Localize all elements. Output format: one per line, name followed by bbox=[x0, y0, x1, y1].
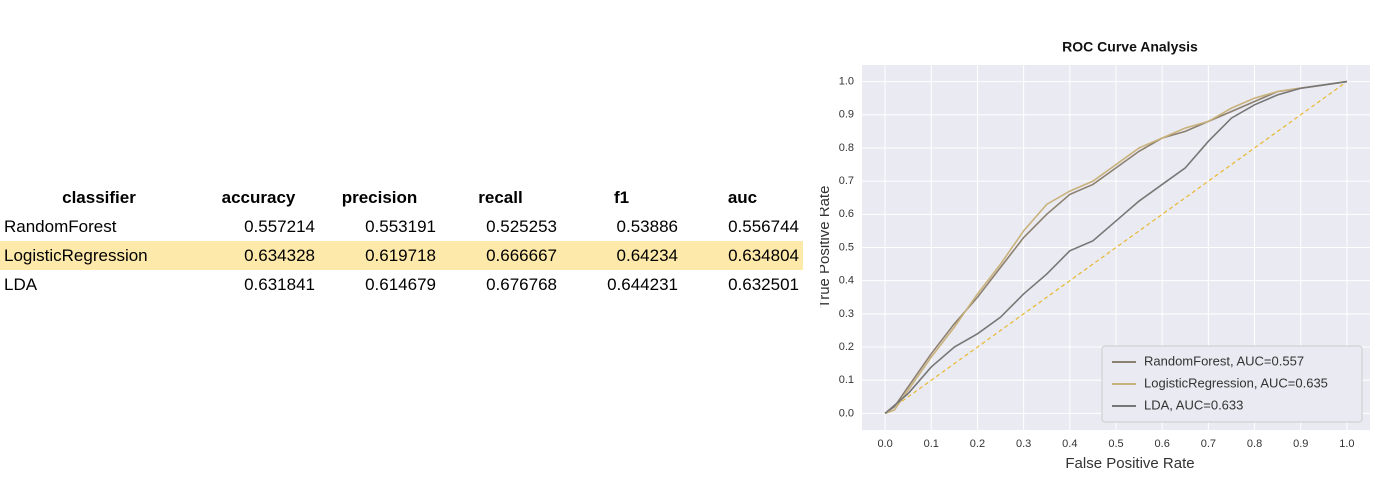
x-tick-label: 0.8 bbox=[1247, 438, 1262, 450]
table-cell: 0.666667 bbox=[440, 241, 561, 270]
y-tick-label: 0.5 bbox=[839, 241, 854, 253]
table-cell: RandomForest bbox=[4, 216, 117, 236]
y-tick-label: 0.8 bbox=[839, 142, 854, 154]
legend-label: LDA, AUC=0.633 bbox=[1144, 397, 1243, 412]
table-cell: 0.556744 bbox=[728, 216, 799, 236]
table-cell: 0.644231 bbox=[607, 274, 678, 294]
x-tick-label: 0.1 bbox=[924, 438, 939, 450]
column-header: classifier bbox=[62, 187, 136, 207]
x-tick-label: 0.4 bbox=[1062, 438, 1077, 450]
x-tick-label: 1.0 bbox=[1339, 438, 1354, 450]
column-header: auc bbox=[727, 187, 758, 207]
chart-title: ROC Curve Analysis bbox=[1062, 39, 1198, 55]
x-axis-label: False Positive Rate bbox=[1065, 455, 1194, 472]
x-tick-label: 0.6 bbox=[1155, 438, 1170, 450]
column-header: f1 bbox=[613, 187, 630, 207]
metrics-table: classifier accuracy precision recall f1 auc R… bbox=[0, 183, 803, 299]
table-cell: 0.634804 bbox=[682, 241, 803, 270]
table-cell: 0.676768 bbox=[486, 274, 557, 294]
table-cell: 0.619718 bbox=[319, 241, 440, 270]
legend-label: RandomForest, AUC=0.557 bbox=[1144, 353, 1304, 368]
y-tick-label: 1.0 bbox=[839, 75, 854, 87]
x-tick-label: 0.3 bbox=[1016, 438, 1031, 450]
table-row: LogisticRegression 0.634328 0.619718 0.6666… bbox=[0, 241, 803, 270]
chart: ROC Curve Analysis False Positive Rate T… bbox=[820, 39, 1370, 472]
y-tick-label: 0.9 bbox=[839, 109, 854, 121]
table-cell: 0.557214 bbox=[244, 216, 315, 236]
table-cell: LDA bbox=[4, 274, 38, 294]
table-cell: 0.632501 bbox=[728, 274, 799, 294]
column-header: recall bbox=[478, 187, 523, 207]
column-header: precision bbox=[341, 187, 418, 207]
y-tick-label: 0.7 bbox=[839, 175, 854, 187]
table-cell: 0.631841 bbox=[244, 274, 315, 294]
roc-curve bbox=[884, 80, 1348, 415]
header-row: classifier accuracy precision recall f1 auc bbox=[0, 183, 803, 212]
table-cell: 0.634328 bbox=[198, 241, 319, 270]
table-cell: LogisticRegression bbox=[0, 241, 198, 270]
x-tick-label: 0.5 bbox=[1108, 438, 1123, 450]
table-cell: 0.553191 bbox=[365, 216, 436, 236]
table-row: RandomForest 0.557214 0.553191 0.525253 0.53… bbox=[0, 212, 803, 241]
table-cell: 0.53886 bbox=[616, 216, 678, 236]
x-tick-label: 0.0 bbox=[877, 438, 892, 450]
table-cell: 0.614679 bbox=[365, 274, 436, 294]
y-tick-label: 0.4 bbox=[839, 275, 854, 287]
table-cell: 0.64234 bbox=[561, 241, 682, 270]
y-tick-label: 0.6 bbox=[839, 208, 854, 220]
roc-curve bbox=[884, 80, 1348, 415]
table-body: RandomForest 0.557214 0.553191 0.525253 0.53… bbox=[0, 212, 803, 299]
x-tick-label: 0.9 bbox=[1293, 438, 1308, 450]
roc-curve bbox=[884, 80, 1348, 415]
y-tick-label: 0.1 bbox=[839, 374, 854, 386]
column-header: accuracy bbox=[221, 187, 296, 207]
y-tick-label: 0.3 bbox=[839, 308, 854, 320]
table-cell: 0.525253 bbox=[486, 216, 557, 236]
y-axis-label: True Positive Rate bbox=[820, 186, 833, 309]
legend-box bbox=[1101, 345, 1363, 423]
legend-label: LogisticRegression, AUC=0.635 bbox=[1144, 375, 1328, 390]
table-row: LDA 0.631841 0.614679 0.676768 0.644231 0.632… bbox=[0, 270, 803, 299]
chance-line bbox=[884, 81, 1348, 414]
x-tick-label: 0.7 bbox=[1201, 438, 1216, 450]
y-tick-label: 0.2 bbox=[839, 341, 854, 353]
y-tick-label: 0.0 bbox=[839, 407, 854, 419]
x-tick-label: 0.2 bbox=[970, 438, 985, 450]
